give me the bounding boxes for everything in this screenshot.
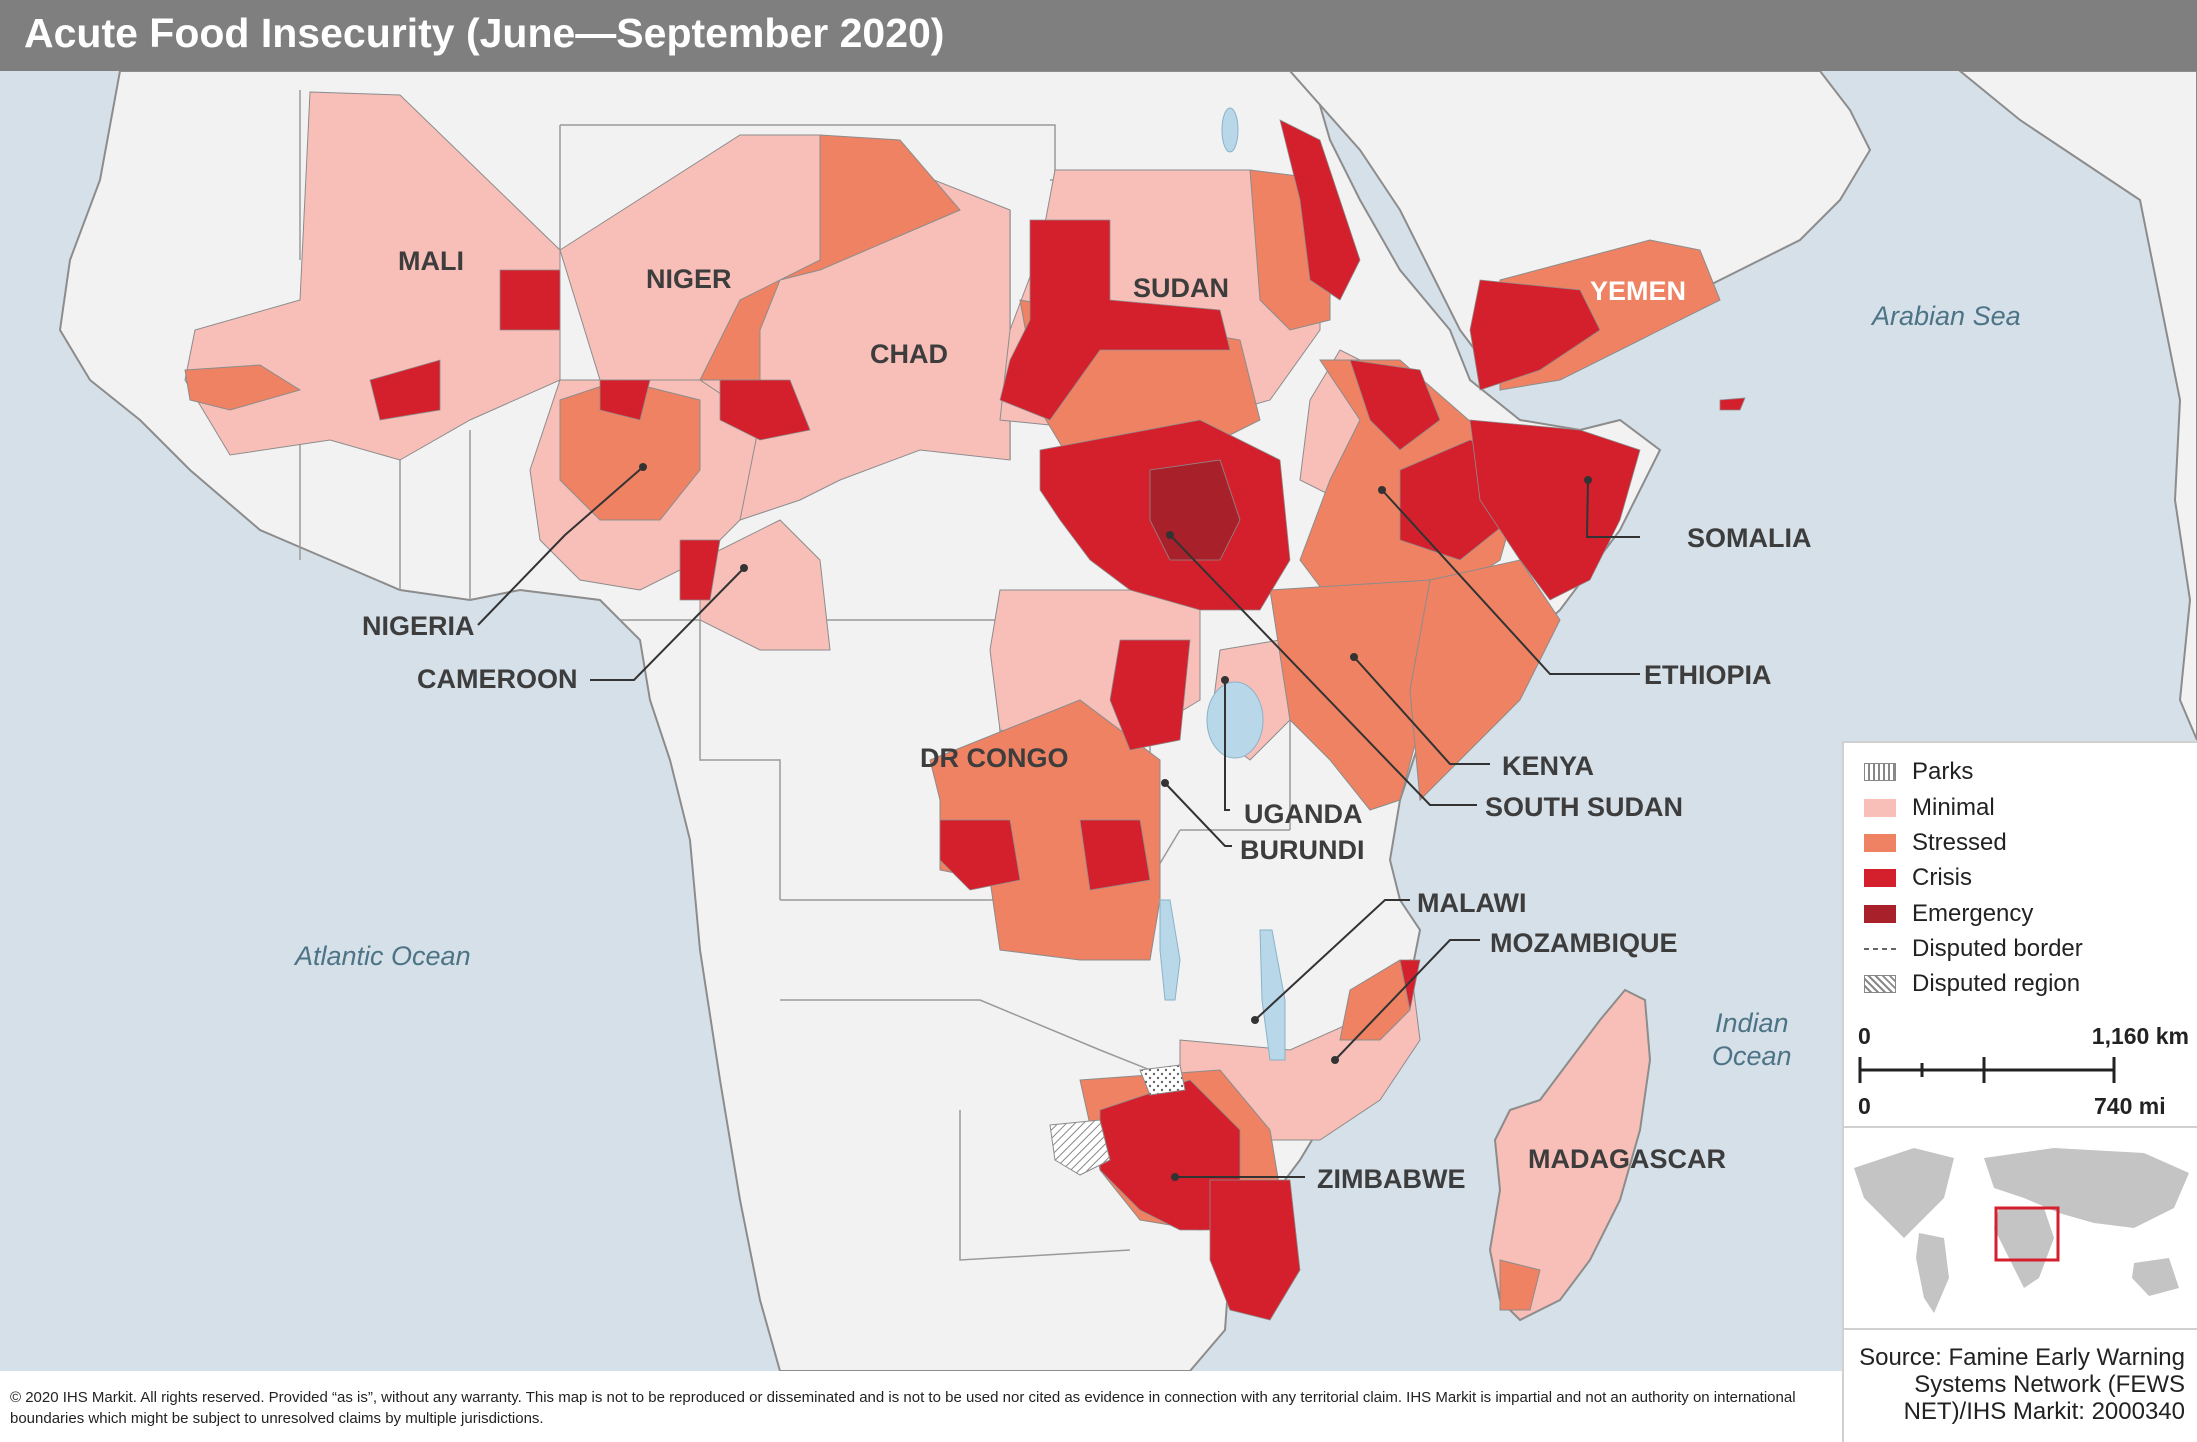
legend-label: Stressed	[1912, 829, 2007, 856]
label-indian-ocean-2: Ocean	[1712, 1041, 1792, 1071]
inset-world-map	[1842, 1126, 2197, 1328]
inset-highlight-box	[1994, 1206, 2060, 1262]
parks-pattern-icon	[1864, 763, 1896, 781]
dashed-line-icon	[1864, 948, 1896, 950]
legend-label: Crisis	[1912, 864, 1972, 891]
label-atlantic-ocean: Atlantic Ocean	[293, 941, 471, 971]
legend-item-minimal: Minimal	[1864, 793, 1995, 823]
label-indian-ocean-1: Indian	[1715, 1008, 1789, 1038]
label-nigeria: NIGERIA	[362, 611, 475, 641]
label-zimbabwe: ZIMBABWE	[1317, 1164, 1465, 1194]
legend-item-parks: Parks	[1864, 757, 1973, 787]
scale-km-value: 1,160 km	[2091, 1023, 2189, 1049]
leader-lines	[477, 463, 1640, 1181]
label-mali: MALI	[398, 246, 464, 276]
label-arabian-sea: Arabian Sea	[1870, 301, 2021, 331]
disclaimer: © 2020 IHS Markit. All rights reserved. …	[0, 1371, 1842, 1442]
label-ethiopia: ETHIOPIA	[1644, 660, 1772, 690]
asia-land	[1958, 71, 2197, 741]
hatch-pattern-icon	[1864, 975, 1896, 993]
legend-item-stressed: Stressed	[1864, 828, 2007, 858]
label-chad: CHAD	[870, 339, 948, 369]
legend-label: Disputed region	[1912, 970, 2081, 997]
emergency-swatch-icon	[1864, 905, 1896, 923]
scale-mi-value: 740 mi	[2094, 1093, 2166, 1119]
legend: Parks Minimal Stressed Crisis Emergency …	[1842, 741, 2197, 1126]
park-area	[1139, 1064, 1186, 1096]
label-burundi: BURUNDI	[1240, 835, 1365, 865]
label-dr-congo: DR CONGO	[920, 743, 1069, 773]
zones-stressed	[184, 134, 1721, 1311]
label-somalia: SOMALIA	[1687, 523, 1812, 553]
label-cameroon: CAMEROON	[417, 664, 578, 694]
map-title: Acute Food Insecurity (June—September 20…	[24, 10, 945, 56]
label-kenya: KENYA	[1502, 751, 1594, 781]
legend-item-disputed-border: Disputed border	[1864, 934, 2083, 964]
lakes	[1159, 107, 1286, 1061]
crisis-swatch-icon	[1864, 869, 1896, 887]
label-uganda: UGANDA	[1244, 799, 1363, 829]
title-bar: Acute Food Insecurity (June—September 20…	[0, 0, 2197, 71]
label-south-sudan: SOUTH SUDAN	[1485, 792, 1683, 822]
legend-label: Parks	[1912, 758, 1974, 785]
stressed-swatch-icon	[1864, 834, 1896, 852]
map-canvas[interactable]: Atlantic Ocean Arabian Sea Indian Ocean	[0, 71, 2197, 1371]
legend-label: Minimal	[1912, 794, 1995, 821]
scale-mi-zero: 0	[1858, 1093, 1871, 1119]
source-note: Source: Famine Early Warning Systems Net…	[1842, 1328, 2197, 1442]
label-sudan: SUDAN	[1133, 273, 1229, 303]
label-niger: NIGER	[646, 264, 732, 294]
legend-item-emergency: Emergency	[1864, 899, 2033, 929]
legend-label: Disputed border	[1912, 935, 2083, 962]
disputed-region	[1049, 1119, 1111, 1176]
legend-label: Emergency	[1912, 900, 2034, 927]
scale-bar	[1858, 1057, 2116, 1083]
label-mozambique: MOZAMBIQUE	[1490, 928, 1677, 958]
legend-item-crisis: Crisis	[1864, 863, 1972, 893]
minimal-swatch-icon	[1864, 799, 1896, 817]
label-madagascar: MADAGASCAR	[1528, 1144, 1726, 1174]
legend-item-disputed-region: Disputed region	[1864, 969, 2080, 999]
label-yemen: YEMEN	[1590, 276, 1686, 306]
label-malawi: MALAWI	[1417, 888, 1526, 918]
scale-km-zero: 0	[1858, 1023, 1871, 1049]
